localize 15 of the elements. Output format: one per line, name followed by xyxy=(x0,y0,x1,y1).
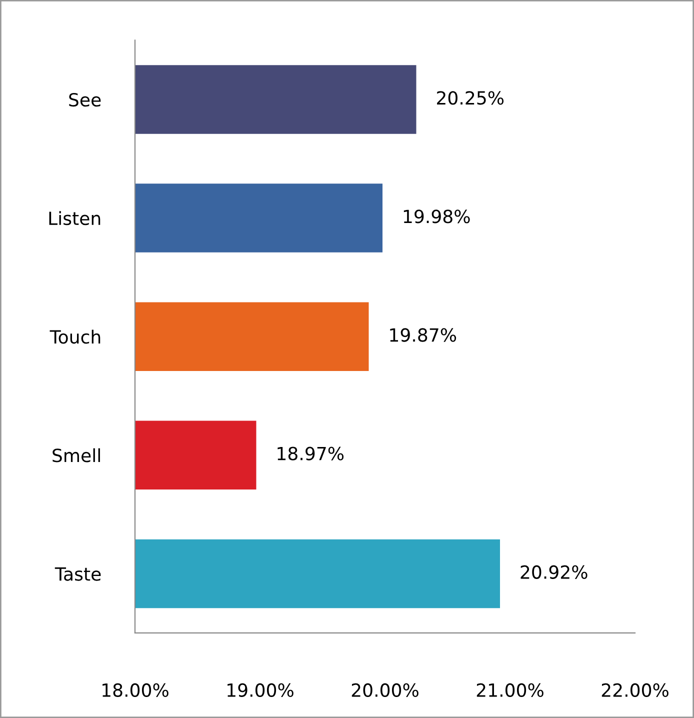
data-label: 20.92% xyxy=(520,565,588,579)
y-tick-label: Taste xyxy=(54,567,101,581)
y-tick-label: Smell xyxy=(52,448,100,462)
data-label: 20.25% xyxy=(437,91,504,105)
data-label: 18.97% xyxy=(278,446,344,460)
x-tick-label: 18.00% xyxy=(102,683,168,697)
y-tick-label: See xyxy=(69,92,101,107)
x-tick-label: 22.00% xyxy=(602,683,668,697)
data-label: 19.98% xyxy=(404,210,470,224)
y-tick-label: Listen xyxy=(49,211,100,226)
x-tick-label: 20.00% xyxy=(352,683,418,697)
x-tick-label: 19.00% xyxy=(228,683,294,697)
data-label: 19.87% xyxy=(390,328,456,342)
x-tick-label: 21.00% xyxy=(476,683,544,697)
y-tick-label: Touch xyxy=(50,330,100,344)
